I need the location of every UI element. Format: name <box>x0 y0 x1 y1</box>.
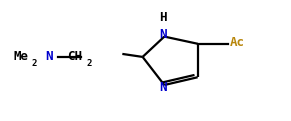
Text: N: N <box>159 28 167 41</box>
Text: 2: 2 <box>87 59 92 68</box>
Text: N: N <box>46 50 53 63</box>
Text: Ac: Ac <box>230 36 244 49</box>
Text: CH: CH <box>67 50 82 63</box>
Text: Me: Me <box>14 50 29 63</box>
Text: H: H <box>159 11 167 24</box>
Text: N: N <box>159 81 167 94</box>
Text: 2: 2 <box>32 59 37 68</box>
